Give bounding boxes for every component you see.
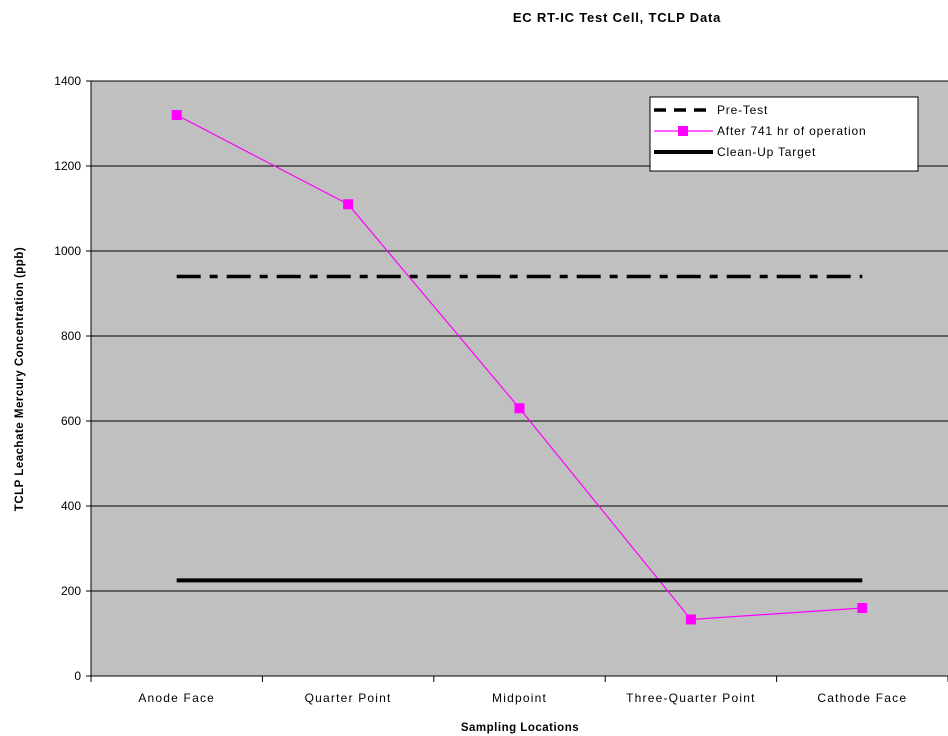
x-tick-label: Anode Face — [138, 691, 215, 705]
axes — [86, 80, 948, 682]
x-tick-label: Three-Quarter Point — [626, 691, 756, 705]
data-point — [514, 403, 525, 414]
y-tick-label: 1400 — [54, 74, 81, 88]
x-tick-label: Midpoint — [492, 691, 547, 705]
y-tick-label: 800 — [61, 329, 81, 343]
series — [171, 110, 868, 625]
y-tick-label: 400 — [61, 499, 81, 513]
data-point — [171, 110, 182, 120]
x-tick-labels: Anode Face Quarter Point Midpoint Three-Qua… — [138, 691, 907, 705]
legend-label: After 741 hr of operation — [717, 124, 866, 138]
chart-title: EC RT-IC Test Cell, TCLP Data — [513, 10, 721, 25]
y-tick-label: 1000 — [54, 244, 81, 258]
y-tick-label: 1200 — [54, 159, 81, 173]
y-tick-label: 0 — [74, 669, 81, 683]
data-point — [857, 603, 868, 613]
x-tick-label: Quarter Point — [305, 691, 392, 705]
y-tick-label: 200 — [61, 584, 81, 598]
y-tick-labels: 0 200 400 600 800 1000 1200 1400 — [54, 74, 81, 683]
legend: Pre-Test After 741 hr of operation Clean-U… — [649, 96, 919, 172]
x-tick-label: Cathode Face — [817, 691, 907, 705]
y-tick-label: 600 — [61, 414, 81, 428]
data-point — [685, 614, 696, 625]
legend-label: Clean-Up Target — [717, 145, 816, 159]
legend-label: Pre-Test — [717, 103, 768, 117]
x-axis-title: Sampling Locations — [461, 722, 579, 734]
legend-marker — [678, 126, 688, 136]
plot-area — [91, 81, 948, 676]
y-axis-title: TCLP Leachate Mercury Concentration (ppb… — [14, 247, 26, 511]
data-point — [343, 199, 354, 210]
